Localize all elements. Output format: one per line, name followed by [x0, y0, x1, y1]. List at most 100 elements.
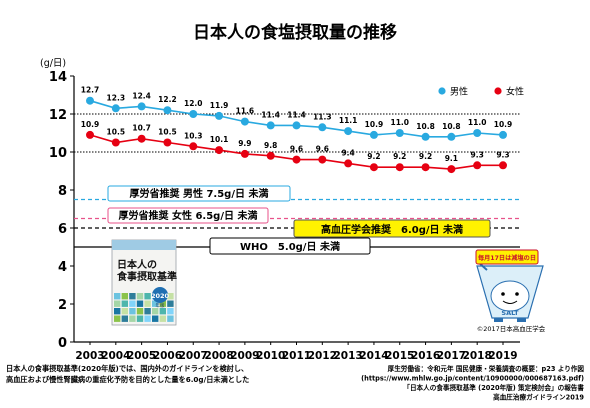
data-point-1: [137, 134, 146, 143]
data-point-0: [447, 132, 456, 141]
book-year-badge: [152, 287, 168, 303]
data-label-0: 11.4: [261, 110, 280, 119]
book-pattern-tile: [114, 308, 121, 315]
data-point-1: [499, 161, 507, 170]
data-label-0: 11.4: [287, 110, 306, 119]
x-tick-label: 2004: [101, 350, 130, 362]
data-label-1: 9.9: [238, 139, 251, 148]
x-tick-label: 2016: [411, 350, 440, 362]
book-pattern-tile: [136, 308, 144, 315]
data-label-0: 11.1: [339, 116, 358, 125]
data-point-1: [421, 163, 430, 172]
data-label-0: 10.9: [494, 120, 513, 129]
data-point-1: [292, 155, 301, 164]
data-point-0: [111, 104, 120, 113]
data-label-0: 11.0: [390, 118, 409, 127]
data-point-0: [215, 111, 224, 120]
x-tick-label: 2015: [385, 350, 414, 362]
y-tick-label: 2: [58, 298, 67, 313]
data-point-0: [292, 121, 301, 130]
data-point-1: [240, 149, 249, 158]
book-pattern-tile: [121, 315, 128, 322]
data-label-0: 10.8: [416, 122, 435, 131]
label-box-men-text: 厚労省推奨 男性 7.5g/日 未満: [130, 187, 269, 200]
data-label-1: 9.3: [471, 150, 484, 159]
data-label-0: 12.2: [158, 95, 177, 104]
mascot-shirt-text: SALT: [501, 309, 519, 317]
data-label-1: 9.6: [290, 145, 303, 154]
data-point-1: [189, 142, 198, 151]
data-point-0: [369, 130, 378, 139]
x-tick-label: 2010: [256, 350, 285, 362]
book-title-line2: 食事摂取基準: [116, 270, 177, 283]
book-pattern-tile: [121, 300, 128, 307]
legend-label-1: 女性: [506, 86, 524, 98]
x-tick-label: 2009: [230, 350, 259, 362]
book-year-text: 2020: [151, 292, 170, 300]
data-point-0: [318, 123, 327, 132]
data-label-0: 11.6: [236, 107, 255, 116]
book-top-band: [112, 240, 176, 250]
x-tick-label: 2006: [153, 350, 182, 362]
data-label-0: 12.0: [184, 99, 203, 108]
data-label-0: 12.4: [132, 91, 151, 100]
y-axis-label: (g/日): [40, 58, 66, 69]
data-label-0: 10.8: [442, 122, 461, 131]
data-point-1: [447, 165, 456, 174]
data-label-0: 12.7: [81, 86, 100, 95]
mascot-eye: [501, 292, 505, 296]
data-label-1: 10.9: [81, 120, 100, 129]
book-pattern-tile: [167, 293, 174, 300]
x-tick-label: 2019: [488, 350, 517, 362]
y-tick-label: 12: [49, 108, 67, 123]
data-point-0: [189, 110, 198, 118]
data-label-1: 9.2: [367, 152, 380, 161]
label-box-men: [107, 185, 291, 202]
data-label-0: 11.3: [313, 112, 332, 121]
book-pattern-tile: [129, 308, 136, 315]
y-tick-label: 8: [58, 184, 67, 199]
x-tick-label: 2007: [179, 350, 208, 362]
data-point-1: [111, 138, 120, 147]
mascot-eye: [515, 292, 519, 296]
book-pattern-tile: [129, 300, 136, 307]
mascot-foot: [494, 318, 503, 322]
x-tick-label: 2018: [463, 350, 492, 362]
x-tick-label: 2005: [127, 350, 156, 362]
book-pattern-tile: [136, 315, 144, 322]
data-point-0: [499, 130, 507, 139]
book-pattern-tile: [159, 300, 166, 307]
x-tick-label: 2017: [437, 350, 466, 362]
copyright-text: ©2017日本高血圧学会: [477, 324, 546, 333]
book-pattern-tile: [136, 300, 144, 307]
label-box-who: [209, 237, 371, 255]
book-pattern-tile: [167, 300, 174, 307]
data-label-1: 10.1: [210, 135, 229, 144]
book-pattern-tile: [159, 315, 166, 322]
x-tick-label: 2012: [308, 350, 337, 362]
book-pattern-tile: [144, 300, 151, 307]
label-box-women: [107, 207, 269, 224]
data-point-0: [344, 127, 353, 136]
data-label-0: 11.0: [468, 118, 487, 127]
book-pattern-tile: [167, 315, 174, 322]
x-tick-label: 2013: [334, 350, 363, 362]
label-box-women-text: 厚労省推奨 女性 6.5g/日 未満: [119, 209, 258, 222]
y-tick-label: 14: [49, 70, 67, 85]
x-tick-label: 2008: [204, 350, 233, 362]
book-pattern-tile: [152, 308, 159, 315]
data-point-0: [473, 129, 482, 137]
label-box-jsh-text: 高血圧学会推奨 6.0g/日 未満: [321, 223, 463, 236]
data-label-1: 10.5: [158, 128, 177, 137]
book-pattern-tile: [114, 315, 121, 322]
x-tick-label: 2003: [75, 350, 104, 362]
x-tick-label: 2011: [282, 350, 311, 362]
label-box-jsh: [293, 219, 491, 238]
data-point-1: [369, 163, 378, 172]
data-point-1: [215, 146, 224, 155]
data-label-1: 10.5: [107, 128, 126, 137]
y-tick-label: 10: [49, 146, 67, 161]
book-pattern-tile: [144, 315, 151, 322]
book-title-line1: 日本人の: [117, 258, 157, 271]
